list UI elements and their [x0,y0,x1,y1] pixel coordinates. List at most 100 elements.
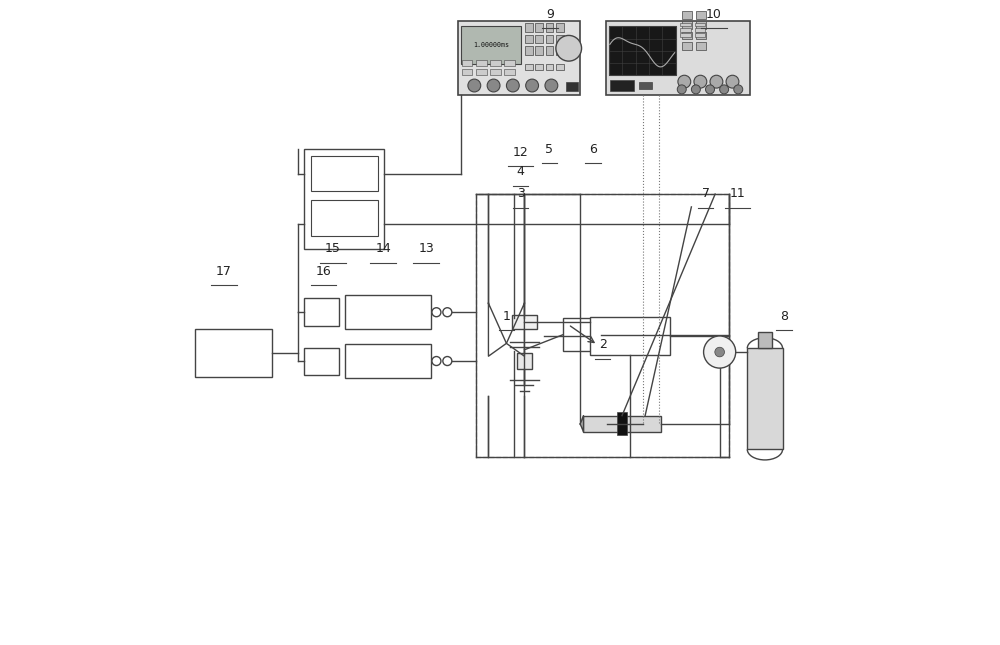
Circle shape [734,85,743,94]
Bar [583,415,661,432]
Circle shape [710,75,723,88]
Bar [696,32,706,39]
Bar [490,60,501,66]
Text: 15: 15 [325,242,341,255]
Text: 1.00000ms: 1.00000ms [473,42,509,48]
Bar [304,149,384,248]
Circle shape [704,336,736,368]
Bar [517,353,532,369]
Bar [695,23,705,26]
Bar [535,23,543,32]
Bar [304,348,339,375]
Bar [609,26,676,75]
Bar [682,21,692,29]
Text: 2: 2 [599,339,607,352]
Bar [696,42,706,50]
Bar [617,412,627,435]
Bar [696,21,706,29]
Bar [546,23,553,32]
Bar [546,64,553,70]
Bar [695,28,705,32]
Text: 7: 7 [702,188,710,201]
Circle shape [432,357,441,366]
Circle shape [443,357,452,366]
Text: 5: 5 [545,143,553,155]
Bar [345,295,431,329]
Bar [556,35,564,43]
Bar [610,80,634,92]
Bar [680,23,691,26]
Bar [680,33,691,37]
Circle shape [556,35,582,61]
Circle shape [726,75,739,88]
Bar [535,35,543,43]
Polygon shape [488,303,506,356]
Circle shape [545,79,558,92]
Bar [682,32,692,39]
Bar [504,60,515,66]
Bar [563,318,601,352]
Bar [535,46,543,55]
Bar [345,344,431,379]
Bar [476,69,487,75]
Bar [682,42,692,50]
Bar [556,23,564,32]
Bar [680,28,691,32]
Polygon shape [580,415,583,432]
Circle shape [678,75,691,88]
Bar [476,194,729,457]
Circle shape [487,79,500,92]
Bar [546,46,553,55]
Bar [566,83,578,92]
Bar [556,46,564,55]
Text: 10: 10 [706,8,722,21]
Bar [458,21,580,95]
Text: 13: 13 [418,242,434,255]
Text: 17: 17 [216,264,232,277]
Bar [311,155,378,191]
Bar [525,35,533,43]
Text: 9: 9 [546,8,554,21]
Circle shape [443,308,452,317]
Bar [682,11,692,19]
Polygon shape [506,303,524,356]
Bar [462,60,472,66]
Bar [590,317,670,355]
Text: 11: 11 [730,188,745,201]
Circle shape [706,85,715,94]
Bar [556,64,564,70]
Circle shape [432,308,441,317]
Bar [525,64,533,70]
Bar [695,33,705,37]
Text: 1: 1 [502,310,510,322]
Text: 14: 14 [375,242,391,255]
Bar [546,35,553,43]
Bar [525,46,533,55]
Text: 16: 16 [316,264,331,277]
Circle shape [677,85,686,94]
Bar [504,69,515,75]
Circle shape [691,85,700,94]
Text: 12: 12 [513,146,528,159]
Circle shape [694,75,707,88]
Bar [758,332,772,348]
Bar [535,64,543,70]
Text: 6: 6 [589,143,597,155]
Bar [525,23,533,32]
Text: 3: 3 [517,188,524,201]
Bar [747,348,783,450]
Bar [462,69,472,75]
Circle shape [720,85,729,94]
Circle shape [526,79,539,92]
Bar [461,26,521,64]
Bar [639,82,652,90]
Bar [490,69,501,75]
Bar [696,11,706,19]
Circle shape [506,79,519,92]
Circle shape [715,347,724,357]
Bar [195,329,272,377]
Circle shape [468,79,481,92]
Bar [512,315,537,329]
Bar [606,21,750,95]
Bar [476,60,487,66]
